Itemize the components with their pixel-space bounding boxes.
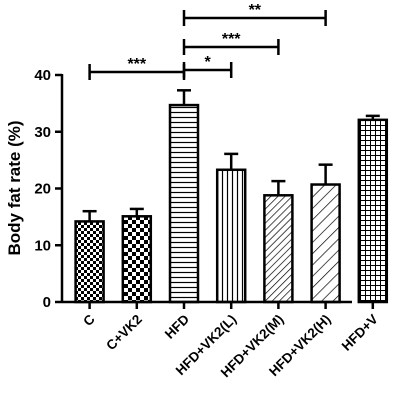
y-tick-label: 40 — [34, 67, 51, 84]
significance-label: * — [204, 54, 211, 71]
x-tick-label: HFD — [162, 311, 192, 341]
y-tick-label: 30 — [34, 124, 51, 141]
significance-label: *** — [222, 31, 241, 48]
y-tick-label: 0 — [43, 294, 51, 311]
bar — [357, 118, 389, 304]
y-tick-label: 20 — [34, 181, 51, 198]
bar — [168, 103, 200, 304]
bar — [310, 183, 341, 304]
x-tick-label: C — [80, 311, 98, 329]
y-axis: 0 10 20 30 40 — [34, 67, 64, 311]
x-tick-label: C+VK2 — [103, 312, 145, 354]
significance-label: ** — [249, 2, 262, 19]
bars — [74, 89, 389, 304]
bar — [263, 194, 294, 304]
bar — [121, 215, 153, 304]
bar — [74, 220, 105, 304]
x-tick-label: HFD+V — [339, 312, 381, 354]
bar — [215, 168, 247, 304]
significance-brackets: *** ****** — [88, 2, 327, 80]
y-tick-label: 10 — [34, 237, 51, 254]
y-axis-title: Body fat rate (%) — [5, 120, 24, 255]
significance-label: *** — [127, 56, 146, 73]
